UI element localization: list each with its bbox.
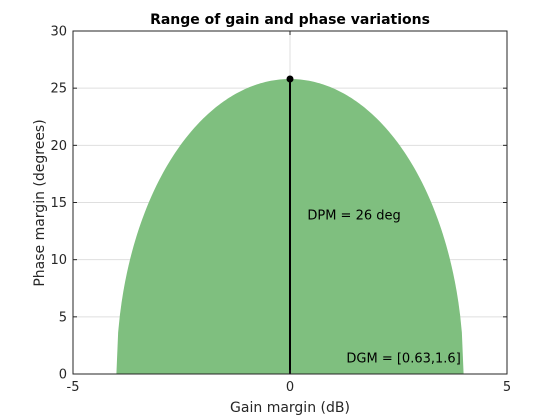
dgm-annotation: DGM = [0.63,1.6] (346, 352, 460, 367)
x-tick-label: 0 (286, 380, 294, 395)
y-tick-label: 5 (59, 310, 67, 325)
y-tick-label: 15 (50, 196, 67, 211)
chart-title: Range of gain and phase variations (150, 12, 430, 28)
y-axis-label: Phase margin (degrees) (32, 119, 48, 286)
x-tick-label: 5 (503, 380, 511, 395)
x-tick-label: -5 (67, 380, 80, 395)
y-tick-label: 10 (50, 253, 67, 268)
peak-marker (286, 75, 294, 83)
y-tick-label: 25 (50, 82, 67, 97)
y-tick-label: 30 (50, 25, 67, 40)
y-tick-label: 0 (59, 368, 67, 383)
x-axis-label: Gain margin (dB) (230, 400, 350, 416)
y-tick-label: 20 (50, 139, 67, 154)
dpm-annotation: DPM = 26 deg (307, 209, 400, 224)
